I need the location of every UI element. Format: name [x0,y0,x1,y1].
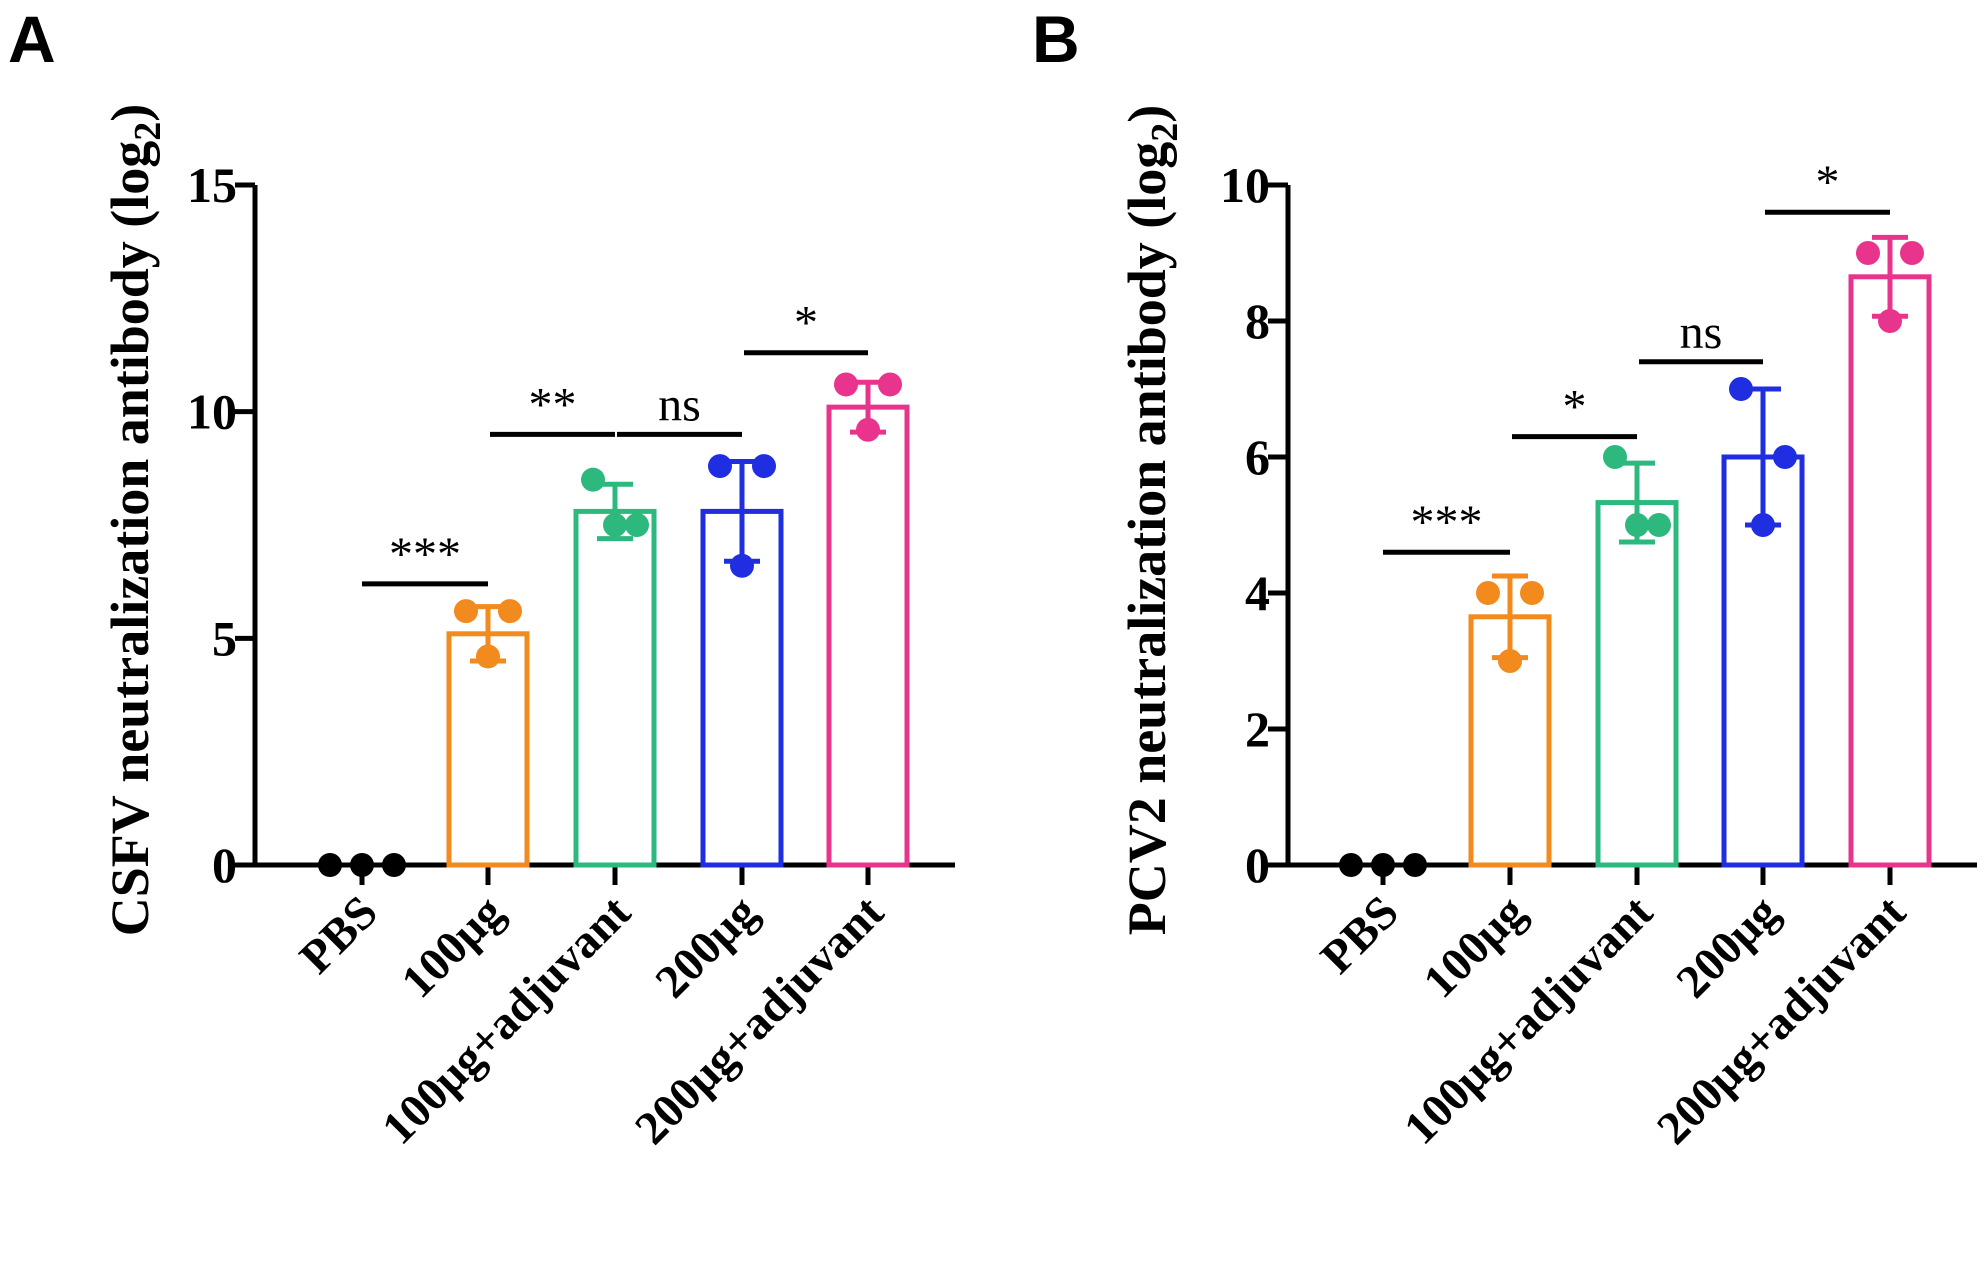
data-point [476,644,500,669]
significance-label-4: * [1816,156,1840,209]
data-point [1603,445,1627,469]
data-point [752,454,776,479]
x-category-label-4: 200μg [646,886,768,1008]
data-point [1498,649,1522,673]
significance-label-1: *** [1411,496,1483,549]
data-point [1647,513,1671,537]
data-point [350,853,374,877]
y-tick-label: 10 [1220,157,1270,213]
x-category-label-1: PBS [1311,886,1409,984]
significance-label-2: ** [529,378,577,431]
x-category-label-2: 100μg [1414,886,1536,1008]
data-point [1900,241,1924,265]
bar-3 [573,508,657,868]
data-point [1403,853,1427,877]
data-point [454,599,478,624]
data-point [708,454,732,479]
data-point [1751,513,1775,537]
y-tick-label: 6 [1245,429,1270,485]
bar-2 [446,631,530,868]
significance-label-1: *** [389,528,461,581]
panel-letter: B [1032,2,1080,76]
y-axis-label: PCV2 neutralization antibody (log2) [1117,105,1186,936]
y-tick-label: 2 [1245,701,1270,757]
significance-label-2: * [1563,381,1587,434]
data-point [625,513,649,537]
data-point [1339,853,1363,877]
y-tick-label: 0 [1245,837,1270,893]
x-category-label-1: PBS [290,886,388,984]
significance-label-4: * [794,297,818,350]
bar-5 [826,404,910,868]
panel-letter: A [8,2,56,76]
significance-label-3: ns [658,378,701,431]
data-point [878,372,902,397]
data-point [1773,445,1797,469]
bar-3 [1595,500,1679,868]
data-point [498,599,522,624]
y-tick-label: 8 [1245,293,1270,349]
x-category-label-2: 100μg [392,886,514,1008]
significance-label-3: ns [1680,306,1723,359]
y-tick-label: 5 [212,610,237,666]
data-point [318,853,342,877]
x-category-label-4: 200μg [1667,886,1789,1008]
data-point [1520,581,1544,605]
data-point [730,553,754,578]
data-point [1625,513,1649,537]
y-tick-label: 0 [212,837,237,893]
data-point [856,417,880,442]
y-tick-label: 10 [187,384,237,440]
chart-panel-a: A CSFV neutralization antibody (log2) 0 5 10… [8,2,955,1154]
data-point [603,513,627,537]
data-point [1878,309,1902,333]
chart-panel-b: B PCV2 neutralization antibody (log2) 0 2 4 6… [1032,2,1977,1154]
data-point [1476,581,1500,605]
data-point [1371,853,1395,877]
data-point [581,467,605,492]
y-axis-label: CSFV neutralization antibody (log2) [100,104,169,937]
data-point [382,853,406,877]
bar-5 [1848,274,1932,868]
y-tick-label: 4 [1245,565,1270,621]
y-tick-label: 15 [187,157,237,213]
data-point [834,372,858,397]
data-point [1856,241,1880,265]
data-point [1729,377,1753,401]
